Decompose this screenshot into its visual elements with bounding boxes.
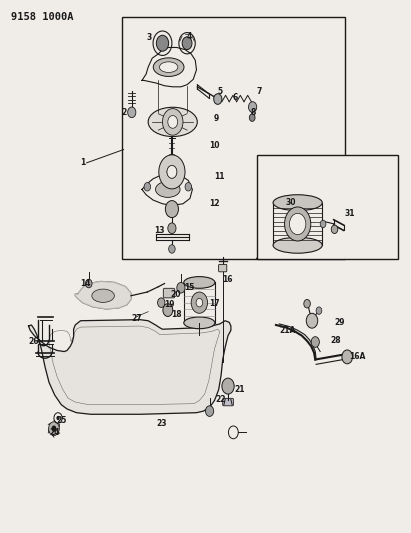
Ellipse shape: [153, 58, 184, 76]
Circle shape: [249, 102, 257, 112]
Text: 2: 2: [122, 108, 127, 117]
Circle shape: [316, 307, 322, 314]
Text: 8: 8: [251, 108, 256, 117]
Ellipse shape: [184, 277, 215, 288]
Circle shape: [48, 422, 59, 435]
Circle shape: [85, 279, 92, 288]
Ellipse shape: [155, 181, 180, 197]
Ellipse shape: [92, 289, 114, 302]
Circle shape: [169, 245, 175, 253]
FancyBboxPatch shape: [223, 398, 233, 406]
Ellipse shape: [273, 195, 322, 211]
Circle shape: [156, 35, 169, 51]
Text: 1: 1: [81, 158, 86, 167]
Text: 20: 20: [171, 289, 181, 298]
Text: 5: 5: [218, 86, 223, 95]
Circle shape: [168, 223, 176, 233]
Text: 3: 3: [146, 34, 151, 43]
Ellipse shape: [273, 237, 322, 253]
Text: 15: 15: [184, 283, 194, 292]
Circle shape: [157, 298, 165, 308]
Text: 16A: 16A: [349, 352, 365, 361]
Text: 9: 9: [214, 114, 219, 123]
Text: 25: 25: [56, 416, 66, 425]
Circle shape: [177, 282, 185, 293]
Ellipse shape: [159, 161, 185, 183]
Bar: [257, 155, 398, 259]
Text: 4: 4: [187, 33, 192, 42]
Text: 24: 24: [50, 428, 60, 437]
Circle shape: [331, 225, 338, 233]
Circle shape: [128, 107, 136, 118]
Circle shape: [167, 165, 177, 178]
Circle shape: [342, 350, 353, 364]
Circle shape: [163, 304, 173, 317]
Circle shape: [185, 182, 192, 191]
Circle shape: [51, 425, 56, 432]
Text: 21A: 21A: [279, 326, 296, 335]
Circle shape: [222, 378, 234, 394]
Text: 29: 29: [335, 318, 345, 327]
Circle shape: [249, 114, 255, 122]
Text: 7: 7: [257, 86, 262, 95]
Text: 9158 1000A: 9158 1000A: [11, 12, 74, 22]
Text: 22: 22: [216, 395, 226, 404]
Ellipse shape: [159, 62, 178, 72]
Polygon shape: [75, 281, 131, 309]
Circle shape: [284, 207, 311, 241]
Text: 12: 12: [210, 199, 220, 208]
FancyBboxPatch shape: [219, 264, 227, 272]
Circle shape: [191, 292, 208, 313]
Circle shape: [167, 165, 177, 178]
Circle shape: [196, 298, 203, 307]
Text: 23: 23: [156, 419, 167, 428]
Text: 30: 30: [285, 198, 296, 207]
Circle shape: [144, 182, 150, 191]
Circle shape: [168, 116, 178, 128]
Text: 10: 10: [210, 141, 220, 150]
Circle shape: [311, 337, 319, 348]
Ellipse shape: [148, 107, 197, 136]
Text: 16: 16: [222, 275, 232, 284]
Text: 28: 28: [330, 336, 341, 345]
Circle shape: [56, 416, 60, 420]
Text: 31: 31: [345, 209, 355, 218]
Circle shape: [306, 313, 318, 328]
Text: 19: 19: [164, 300, 175, 309]
Polygon shape: [28, 320, 231, 414]
FancyBboxPatch shape: [163, 288, 175, 298]
Circle shape: [159, 155, 185, 189]
Circle shape: [165, 200, 178, 217]
Circle shape: [182, 37, 192, 50]
Text: 6: 6: [232, 93, 238, 102]
Text: 11: 11: [214, 172, 224, 181]
Text: 17: 17: [210, 299, 220, 308]
Ellipse shape: [184, 317, 215, 329]
Circle shape: [162, 109, 183, 135]
Polygon shape: [142, 173, 192, 205]
Text: 13: 13: [154, 226, 165, 235]
Polygon shape: [142, 47, 196, 87]
Bar: [122, 17, 345, 259]
Text: 21: 21: [234, 385, 245, 394]
Circle shape: [206, 406, 214, 416]
Circle shape: [289, 213, 306, 235]
Circle shape: [304, 300, 310, 308]
Circle shape: [320, 220, 326, 228]
Text: 14: 14: [81, 279, 91, 288]
Text: 26: 26: [28, 337, 39, 346]
Text: 18: 18: [171, 310, 181, 319]
Text: 27: 27: [131, 314, 141, 323]
Circle shape: [214, 94, 222, 104]
